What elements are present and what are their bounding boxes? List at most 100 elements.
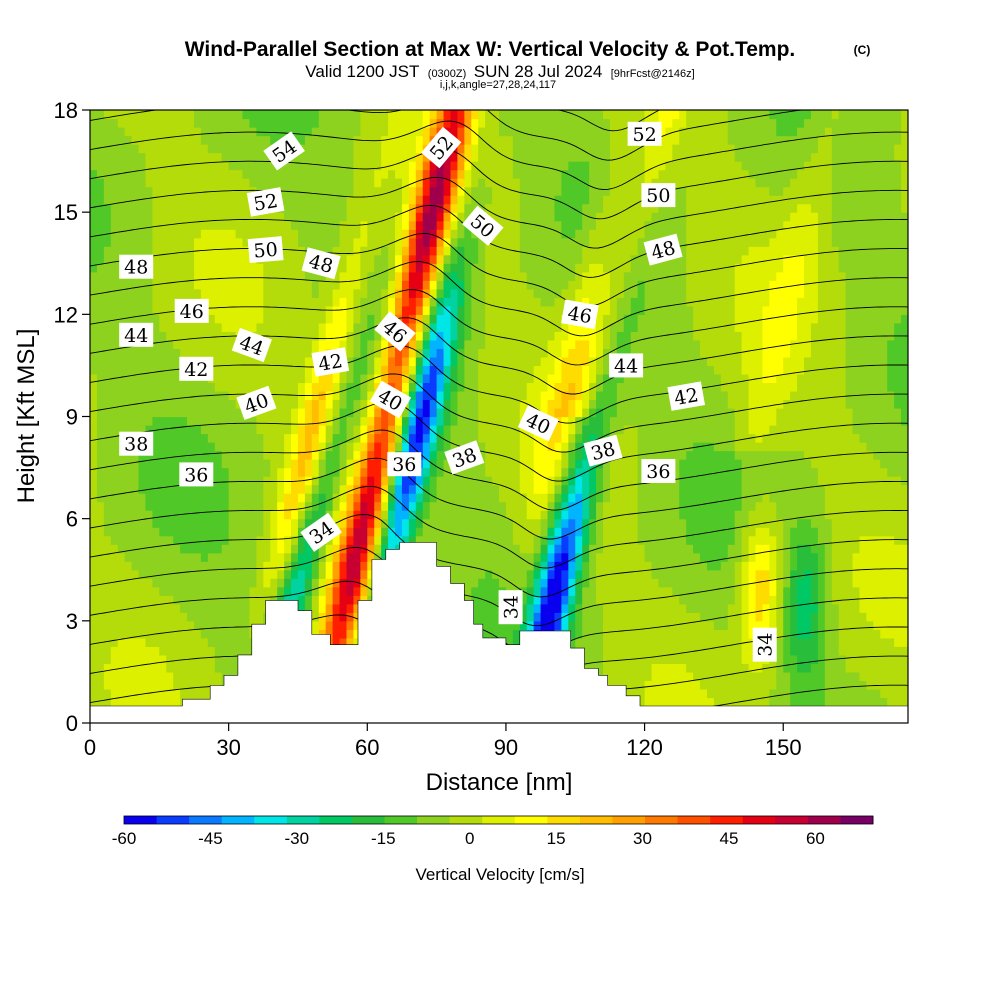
velocity-cell <box>686 459 694 469</box>
velocity-cell <box>505 629 514 639</box>
velocity-cell <box>693 425 701 435</box>
velocity-cell <box>672 544 680 554</box>
velocity-cell <box>103 569 112 579</box>
velocity-cell <box>713 620 722 630</box>
velocity-cell <box>790 390 798 401</box>
velocity-cell <box>741 501 750 511</box>
velocity-cell <box>734 476 743 486</box>
velocity-cell <box>173 586 181 596</box>
velocity-cell <box>249 484 257 494</box>
velocity-cell <box>145 544 153 554</box>
velocity-cell <box>831 552 840 562</box>
velocity-cell <box>817 680 826 690</box>
velocity-cell <box>422 390 431 401</box>
velocity-cell <box>609 646 618 656</box>
velocity-cell <box>741 416 750 426</box>
velocity-cell <box>457 373 465 384</box>
velocity-cell <box>901 467 908 477</box>
velocity-cell <box>166 416 174 426</box>
velocity-cell <box>277 356 285 367</box>
velocity-cell <box>790 459 798 469</box>
velocity-cell <box>596 399 604 409</box>
velocity-cell <box>804 407 812 418</box>
velocity-cell <box>776 484 784 494</box>
velocity-cell <box>422 425 431 435</box>
velocity-cell <box>797 390 805 401</box>
velocity-cell <box>381 493 389 503</box>
velocity-cell <box>187 535 195 545</box>
velocity-cell <box>221 501 230 511</box>
velocity-cell <box>575 518 583 528</box>
velocity-cell <box>457 467 465 477</box>
velocity-cell <box>173 620 181 630</box>
velocity-cell <box>138 697 147 707</box>
velocity-cell <box>741 663 750 673</box>
velocity-cell <box>679 476 687 486</box>
velocity-cell <box>443 399 452 409</box>
velocity-cell <box>485 544 493 554</box>
velocity-cell <box>866 399 874 409</box>
velocity-cell <box>901 390 908 401</box>
velocity-cell <box>658 407 666 418</box>
velocity-cell <box>665 569 673 579</box>
velocity-cell <box>235 476 244 486</box>
velocity-cell <box>429 416 438 426</box>
velocity-cell <box>880 484 888 494</box>
velocity-cell <box>783 450 791 460</box>
velocity-cell <box>228 373 237 384</box>
velocity-cell <box>589 382 597 392</box>
velocity-cell <box>547 586 556 596</box>
velocity-cell <box>499 467 507 477</box>
velocity-cell <box>200 544 209 554</box>
velocity-cell <box>866 595 874 605</box>
velocity-cell <box>214 637 223 647</box>
velocity-cell <box>124 578 133 588</box>
velocity-cell <box>96 442 105 452</box>
velocity-cell <box>783 373 791 384</box>
velocity-cell <box>755 425 764 435</box>
velocity-cell <box>103 612 112 622</box>
velocity-cell <box>672 365 680 375</box>
velocity-cell <box>499 407 507 418</box>
velocity-cell <box>686 544 694 554</box>
velocity-cell <box>193 603 202 613</box>
velocity-cell <box>297 586 306 596</box>
velocity-cell <box>901 595 908 605</box>
velocity-cell <box>810 390 819 401</box>
velocity-cell <box>783 442 791 452</box>
velocity-cell <box>443 416 452 426</box>
velocity-cell <box>651 552 660 562</box>
velocity-cell <box>388 476 396 486</box>
velocity-cell <box>887 442 895 452</box>
velocity-cell <box>568 407 576 418</box>
velocity-cell <box>152 365 160 375</box>
velocity-cell <box>519 493 528 503</box>
velocity-cell <box>512 416 521 426</box>
velocity-cell <box>609 552 618 562</box>
velocity-cell <box>166 518 174 528</box>
velocity-cell <box>152 407 160 418</box>
velocity-cell <box>575 425 583 435</box>
velocity-cell <box>824 646 833 656</box>
velocity-cell <box>783 671 791 682</box>
velocity-cell <box>790 442 798 452</box>
velocity-cell <box>887 425 895 435</box>
velocity-cell <box>450 501 458 511</box>
velocity-cell <box>880 620 888 630</box>
velocity-cell <box>519 365 528 375</box>
velocity-cell <box>589 612 597 622</box>
velocity-cell <box>748 365 757 375</box>
velocity-cell <box>568 459 576 469</box>
velocity-cell <box>526 365 535 375</box>
velocity-cell <box>450 527 458 537</box>
velocity-cell <box>616 620 625 630</box>
velocity-cell <box>589 586 597 596</box>
velocity-cell <box>96 569 105 579</box>
velocity-cell <box>443 518 452 528</box>
velocity-cell <box>138 680 147 690</box>
velocity-cell <box>180 671 188 682</box>
velocity-cell <box>616 527 625 537</box>
velocity-cell <box>824 612 833 622</box>
velocity-cell <box>180 603 188 613</box>
velocity-cell <box>658 518 666 528</box>
